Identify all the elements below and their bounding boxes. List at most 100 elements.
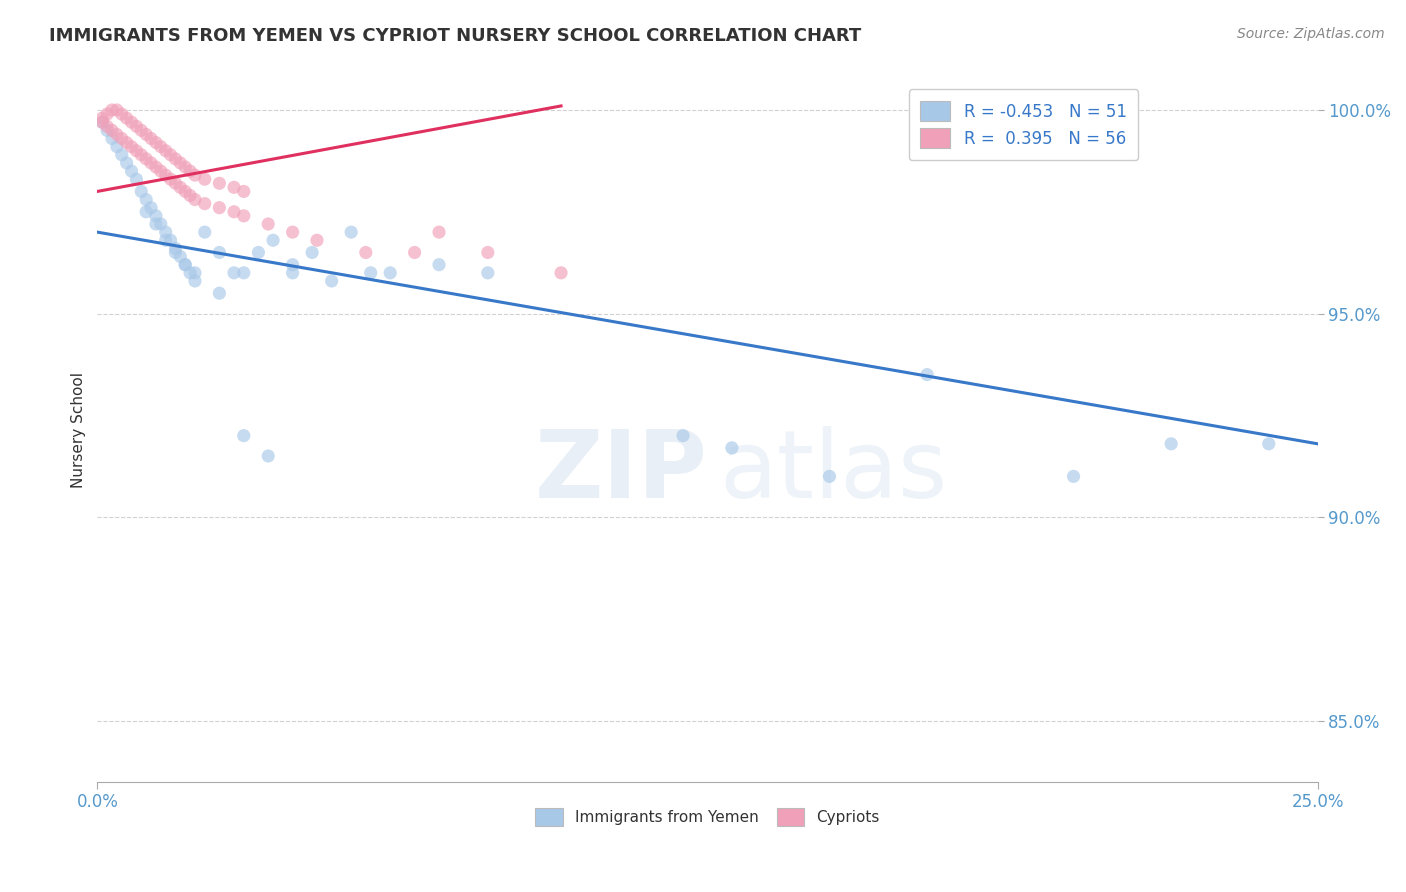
Point	[174, 160, 197, 174]
Point	[184, 266, 207, 280]
Point	[222, 180, 245, 194]
Point	[818, 469, 841, 483]
Point	[281, 266, 304, 280]
Point	[105, 139, 128, 153]
Point	[281, 258, 304, 272]
Point	[149, 139, 172, 153]
Text: Source: ZipAtlas.com: Source: ZipAtlas.com	[1237, 27, 1385, 41]
Point	[427, 225, 450, 239]
Point	[165, 245, 187, 260]
Point	[101, 103, 124, 117]
Point	[477, 266, 499, 280]
Point	[232, 266, 254, 280]
Point	[111, 107, 134, 121]
Point	[281, 225, 304, 239]
Point	[208, 176, 231, 190]
Point	[115, 136, 138, 150]
Point	[194, 196, 217, 211]
Point	[121, 139, 143, 153]
Point	[305, 233, 328, 247]
Point	[721, 441, 744, 455]
Point	[145, 160, 167, 174]
Point	[105, 103, 128, 117]
Point	[155, 168, 177, 182]
Point	[257, 217, 280, 231]
Point	[427, 258, 450, 272]
Point	[174, 185, 197, 199]
Point	[121, 115, 143, 129]
Point	[380, 266, 402, 280]
Point	[404, 245, 426, 260]
Point	[105, 128, 128, 142]
Point	[159, 148, 181, 162]
Text: ZIP: ZIP	[534, 425, 707, 517]
Point	[135, 128, 157, 142]
Point	[165, 176, 187, 190]
Text: IMMIGRANTS FROM YEMEN VS CYPRIOT NURSERY SCHOOL CORRELATION CHART: IMMIGRANTS FROM YEMEN VS CYPRIOT NURSERY…	[49, 27, 862, 45]
Point	[145, 217, 167, 231]
Legend: Immigrants from Yemen, Cypriots: Immigrants from Yemen, Cypriots	[527, 800, 887, 834]
Point	[222, 204, 245, 219]
Y-axis label: Nursery School: Nursery School	[72, 372, 86, 488]
Point	[91, 115, 114, 129]
Point	[135, 193, 157, 207]
Point	[125, 120, 148, 134]
Point	[165, 241, 187, 255]
Point	[222, 266, 245, 280]
Point	[354, 245, 377, 260]
Point	[257, 449, 280, 463]
Point	[139, 201, 162, 215]
Point	[194, 172, 217, 186]
Point	[208, 245, 231, 260]
Point	[115, 156, 138, 170]
Point	[1063, 469, 1085, 483]
Point	[135, 204, 157, 219]
Point	[135, 152, 157, 166]
Point	[96, 123, 118, 137]
Point	[194, 225, 217, 239]
Point	[477, 245, 499, 260]
Point	[184, 274, 207, 288]
Point	[91, 111, 114, 125]
Point	[129, 123, 152, 137]
Point	[111, 148, 134, 162]
Point	[1160, 437, 1182, 451]
Point	[96, 107, 118, 121]
Point	[121, 164, 143, 178]
Point	[169, 180, 191, 194]
Point	[179, 266, 201, 280]
Point	[208, 286, 231, 301]
Point	[115, 111, 138, 125]
Point	[174, 258, 197, 272]
Point	[111, 131, 134, 145]
Point	[129, 185, 152, 199]
Point	[145, 136, 167, 150]
Point	[125, 144, 148, 158]
Point	[139, 156, 162, 170]
Point	[91, 115, 114, 129]
Point	[165, 152, 187, 166]
Point	[247, 245, 270, 260]
Text: atlas: atlas	[720, 425, 948, 517]
Point	[169, 250, 191, 264]
Point	[360, 266, 382, 280]
Point	[672, 428, 695, 442]
Point	[232, 209, 254, 223]
Point	[232, 185, 254, 199]
Point	[174, 258, 197, 272]
Point	[179, 164, 201, 178]
Point	[155, 233, 177, 247]
Point	[232, 428, 254, 442]
Point	[1257, 437, 1279, 451]
Point	[915, 368, 938, 382]
Point	[155, 144, 177, 158]
Point	[125, 172, 148, 186]
Point	[101, 123, 124, 137]
Point	[184, 168, 207, 182]
Point	[149, 217, 172, 231]
Point	[96, 120, 118, 134]
Point	[145, 209, 167, 223]
Point	[262, 233, 284, 247]
Point	[321, 274, 343, 288]
Point	[208, 201, 231, 215]
